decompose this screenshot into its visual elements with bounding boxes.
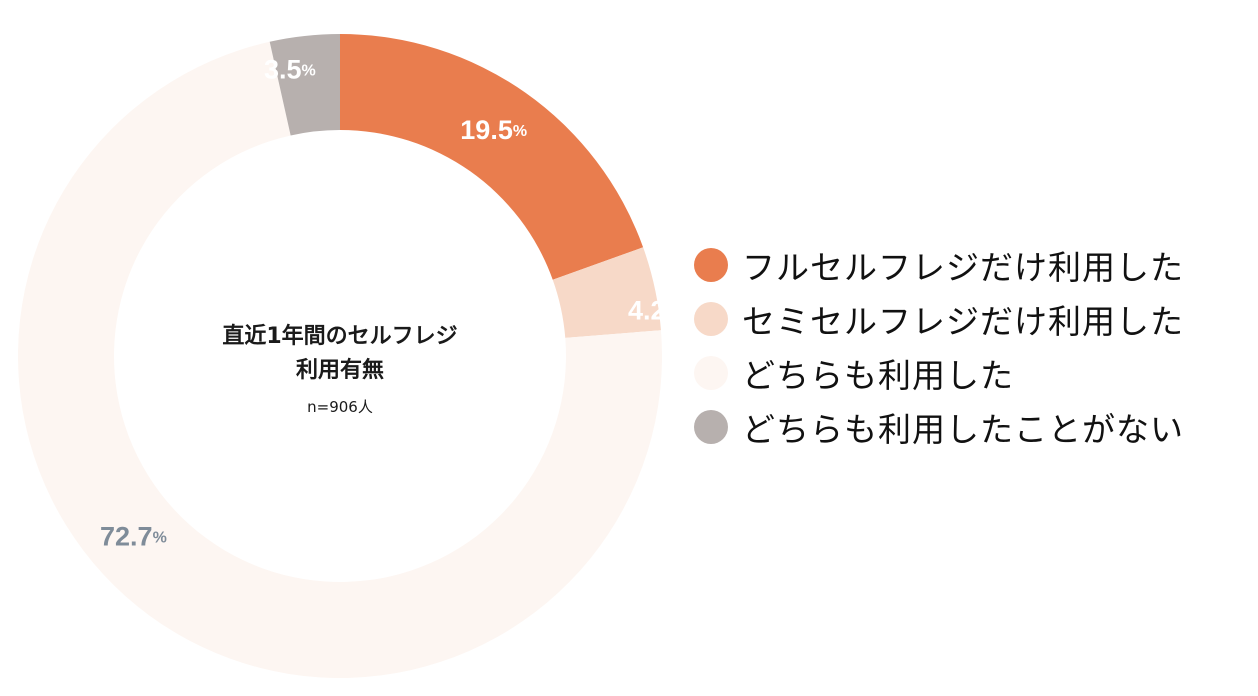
donut-slice-neither <box>269 34 340 136</box>
slice-label-full-self: 19.5% <box>460 115 527 145</box>
chart-title-line-2: 利用有無 <box>295 358 384 383</box>
donut-slice-full-self <box>340 34 644 280</box>
legend-label-semi-self: セミセルフレジだけ利用した <box>742 302 1184 341</box>
legend-swatch-neither <box>694 410 728 444</box>
donut-slice-both <box>17 41 662 679</box>
legend-item-neither: どちらも利用したことがない <box>694 400 1184 454</box>
legend-swatch-both <box>694 356 728 390</box>
legend-label-neither: どちらも利用したことがない <box>742 410 1184 449</box>
donut-slice-semi-self <box>552 247 661 338</box>
slice-label-semi-self: 4.2% <box>628 295 680 325</box>
legend-swatch-semi-self <box>694 302 728 336</box>
sample-size-label: n=906人 <box>307 398 373 416</box>
legend-swatch-full-self <box>694 248 728 282</box>
donut-chart: 19.5% 4.2% 72.7% 3.5% <box>17 34 680 679</box>
legend: フルセルフレジだけ利用した セミセルフレジだけ利用した どちらも利用した どちら… <box>694 238 1184 454</box>
legend-item-semi-self: セミセルフレジだけ利用した <box>694 292 1184 346</box>
chart-title-line-1: 直近1年間のセルフレジ <box>222 324 458 349</box>
legend-label-both: どちらも利用した <box>742 356 1014 395</box>
slice-label-both: 72.7% <box>100 522 167 552</box>
legend-item-both: どちらも利用した <box>694 346 1184 400</box>
legend-label-full-self: フルセルフレジだけ利用した <box>742 248 1184 287</box>
slice-label-neither: 3.5% <box>264 55 316 85</box>
legend-item-full-self: フルセルフレジだけ利用した <box>694 238 1184 292</box>
